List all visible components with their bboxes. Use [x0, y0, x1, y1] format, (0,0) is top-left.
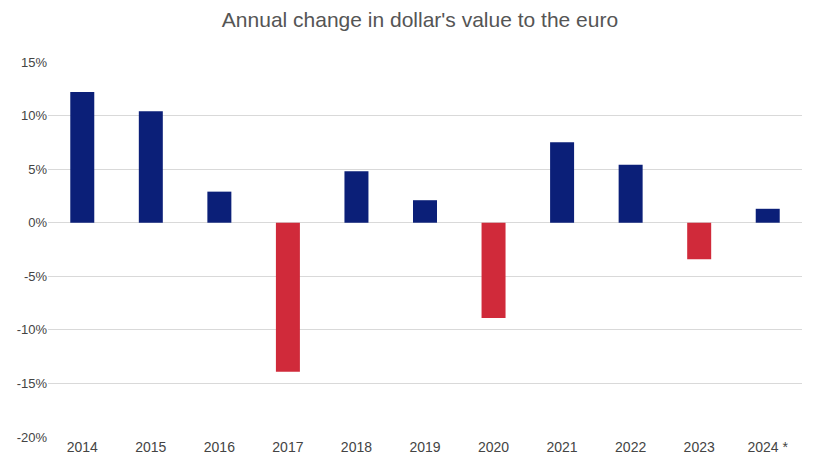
svg-text:2022: 2022: [615, 439, 646, 455]
svg-text:2017: 2017: [272, 439, 303, 455]
svg-text:2019: 2019: [409, 439, 440, 455]
svg-text:-15%: -15%: [17, 376, 48, 391]
svg-text:2023: 2023: [684, 439, 715, 455]
svg-text:-5%: -5%: [24, 269, 48, 284]
svg-text:0%: 0%: [28, 215, 47, 230]
svg-text:2021: 2021: [547, 439, 578, 455]
svg-text:5%: 5%: [28, 162, 47, 177]
svg-text:15%: 15%: [21, 55, 47, 70]
svg-text:2018: 2018: [341, 439, 372, 455]
svg-text:-10%: -10%: [17, 322, 48, 337]
svg-text:2020: 2020: [478, 439, 509, 455]
svg-text:Annual change in dollar's valu: Annual change in dollar's value to the e…: [222, 8, 618, 31]
svg-text:-20%: -20%: [17, 430, 48, 445]
svg-text:2014: 2014: [67, 439, 98, 455]
svg-text:2024 *: 2024 *: [747, 439, 788, 455]
svg-text:2015: 2015: [135, 439, 166, 455]
svg-text:2016: 2016: [204, 439, 235, 455]
svg-text:10%: 10%: [21, 108, 47, 123]
